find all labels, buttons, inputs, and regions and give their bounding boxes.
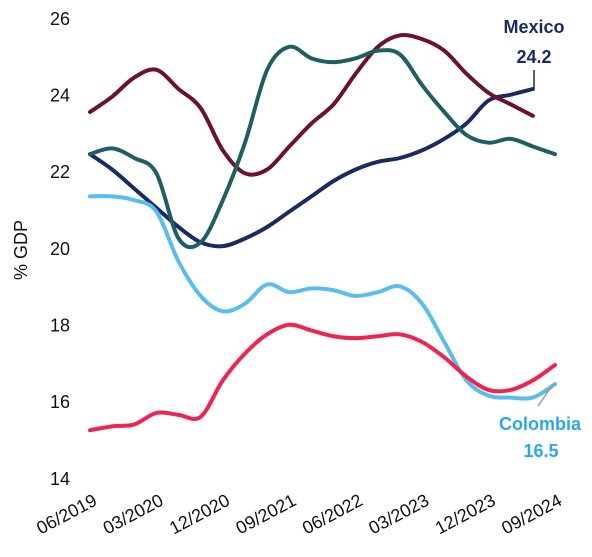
y-tick-label: 24: [50, 85, 70, 105]
x-tick-label: 12/2023: [432, 490, 499, 538]
annotation-name: Colombia: [499, 414, 582, 434]
series-line: [88, 322, 557, 433]
y-tick-label: 26: [50, 9, 70, 29]
x-tick-label: 12/2020: [166, 490, 233, 538]
y-tick-label: 18: [50, 315, 70, 335]
series-line: [88, 44, 557, 250]
annotation-value: 24.2: [516, 47, 551, 67]
x-tick-label: 03/2023: [365, 490, 432, 538]
annotation-name: Mexico: [503, 17, 564, 37]
series-line: [88, 194, 557, 401]
x-tick-label: 06/2022: [299, 490, 366, 538]
y-tick-label: 14: [50, 469, 70, 489]
series-line: [88, 87, 535, 249]
series-line: [88, 33, 535, 177]
x-tick-label: 09/2024: [498, 490, 565, 538]
plot-area: [88, 33, 557, 433]
x-tick-label: 09/2021: [233, 490, 300, 538]
y-tick-label: 20: [50, 239, 70, 259]
y-tick-label: 16: [50, 392, 70, 412]
x-tick-label: 03/2020: [100, 490, 167, 538]
x-tick-label: 06/2019: [33, 490, 100, 538]
y-tick-label: 22: [50, 162, 70, 182]
annotation-leader: [537, 382, 555, 407]
annotation-value: 16.5: [523, 441, 558, 461]
y-axis-label: % GDP: [11, 220, 31, 280]
